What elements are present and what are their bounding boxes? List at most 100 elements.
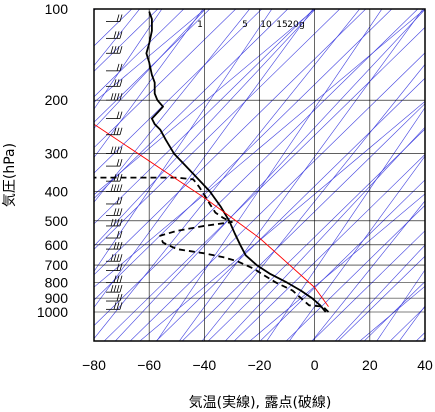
y-tick-label: 1000	[37, 304, 68, 320]
guide-line	[288, 155, 425, 341]
guide-line	[94, 9, 419, 326]
wind-barb-feather	[116, 218, 120, 227]
x-tick-label: −80	[82, 357, 106, 373]
y-tick-label: 500	[45, 213, 69, 229]
wind-barb	[106, 174, 123, 182]
wind-barb-feather	[113, 302, 117, 310]
wind-barb-feather	[119, 285, 123, 293]
wind-barb-feather	[119, 146, 123, 154]
wind-barb	[106, 93, 123, 101]
wind-barb-feather	[119, 230, 123, 239]
wind-barb	[106, 31, 123, 39]
guide-line	[201, 63, 425, 341]
wind-barb-feather	[113, 146, 117, 154]
guide-line	[233, 154, 425, 341]
wind-barb	[106, 79, 123, 87]
wind-barb-feather	[119, 196, 123, 205]
wind-barb	[106, 263, 123, 271]
mixing-ratio-label: 15	[276, 20, 287, 30]
wind-barb-feather	[116, 127, 120, 135]
wind-barb	[106, 285, 123, 293]
guide-line	[94, 9, 316, 247]
wind-barb-feather	[116, 285, 120, 293]
guide-line	[181, 103, 425, 341]
wind-barb	[106, 218, 123, 227]
y-tick-label: 400	[45, 183, 69, 199]
wind-barb-feather	[119, 293, 123, 302]
guide-line	[207, 128, 425, 341]
guide-line	[266, 107, 425, 341]
y-tick-label: 600	[45, 237, 69, 253]
wind-barb-feather	[119, 93, 123, 101]
wind-barb-feather	[110, 184, 114, 192]
reference-line	[94, 123, 329, 307]
guide-line	[178, 9, 424, 341]
x-tick-labels: −80 −60 −40 −20 0 20 40	[82, 357, 433, 373]
wind-barb-feather	[116, 111, 120, 119]
wind-barb-feather	[119, 275, 123, 283]
wind-barb-feather	[116, 230, 120, 239]
x-tick-label: −20	[248, 357, 272, 373]
wind-barb-feather	[113, 46, 117, 54]
wind-barb-feather	[116, 302, 120, 310]
wind-barb	[106, 196, 123, 205]
guide-line	[224, 126, 425, 341]
wind-barb	[106, 254, 123, 262]
wind-barb	[106, 302, 123, 310]
y-tick-label: 100	[45, 1, 69, 17]
guide-line	[94, 9, 316, 196]
wind-barb-feather	[119, 302, 123, 310]
x-tick-label: 20	[362, 357, 378, 373]
wind-barb-feather	[116, 158, 120, 167]
wind-barb-feather	[116, 93, 120, 101]
y-tick-label: 300	[45, 146, 69, 162]
wind-barb-feather	[113, 127, 117, 135]
mixing-ratio-label: 20	[287, 20, 299, 30]
dewpoint-line	[94, 176, 330, 313]
x-tick-label: 40	[417, 357, 433, 373]
guide-line	[311, 230, 425, 341]
guide-line	[94, 9, 185, 98]
wind-barb	[106, 146, 123, 154]
guide-line	[94, 9, 314, 308]
guide-line	[94, 9, 367, 276]
guide-line	[94, 9, 163, 110]
wind-barb-feather	[116, 14, 120, 22]
wind-barbs	[106, 14, 123, 310]
wind-barb-feather	[113, 79, 117, 87]
guide-line	[94, 9, 237, 149]
temperature-line	[145, 11, 327, 313]
mixing-ratio-label: 10	[260, 20, 272, 30]
x-tick-label: −60	[137, 357, 161, 373]
wind-barb-feather	[110, 46, 114, 54]
wind-barb-feather	[113, 218, 117, 227]
guide-line	[94, 9, 211, 123]
wind-barb	[106, 184, 123, 192]
wind-barb-feather	[110, 146, 114, 154]
guide-line	[114, 9, 425, 341]
guide-line	[249, 193, 425, 341]
mixing-ratio-lines	[94, 9, 425, 341]
wind-barb-feather	[116, 254, 120, 262]
guide-line	[311, 200, 425, 341]
guide-line	[156, 9, 383, 341]
guide-line	[94, 9, 204, 159]
wind-barb-feather	[116, 293, 120, 302]
wind-barb-feather	[113, 285, 117, 293]
guide-line	[94, 9, 315, 225]
wind-barb	[106, 111, 123, 120]
wind-barb-feather	[119, 127, 123, 135]
plot-frame	[93, 8, 426, 342]
wind-barb	[106, 293, 123, 302]
guide-line	[94, 9, 425, 288]
y-tick-label: 700	[45, 257, 69, 273]
wind-barb-feather	[119, 241, 123, 250]
wind-barb-feather	[113, 275, 117, 283]
guide-line	[94, 9, 273, 272]
guide-line	[363, 281, 425, 341]
wind-barb	[106, 241, 123, 250]
wind-barb	[106, 127, 123, 136]
wind-barb-feather	[119, 263, 123, 271]
wind-barb-feather	[119, 31, 123, 39]
